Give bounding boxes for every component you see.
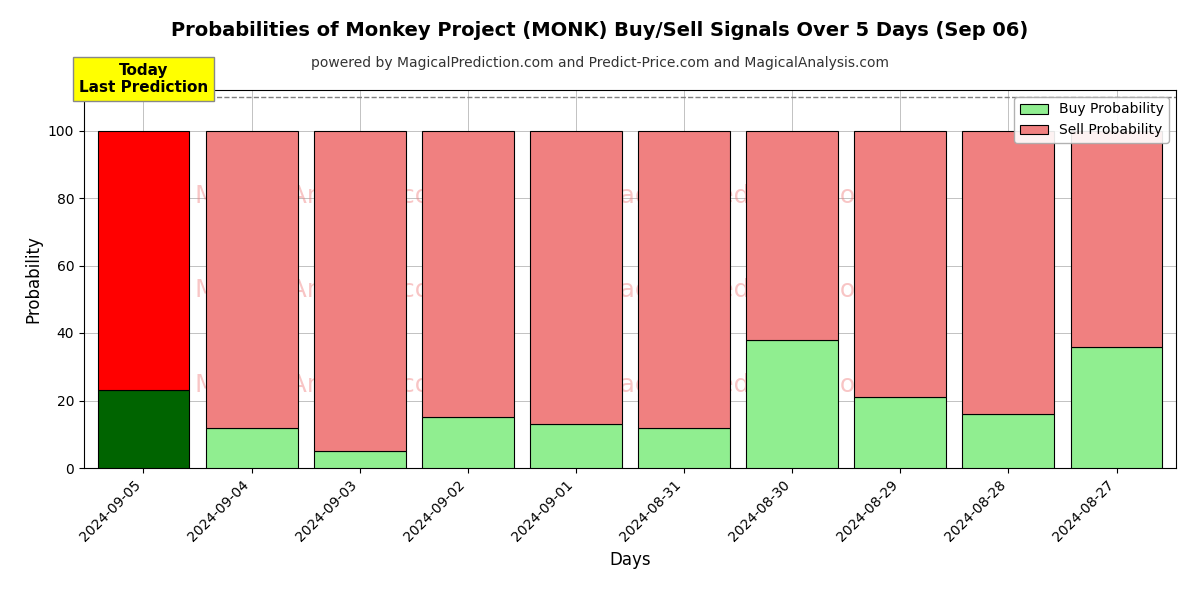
Text: MagicalPrediction.com: MagicalPrediction.com [599, 278, 880, 302]
Bar [1070, 130, 1163, 347]
Bar [422, 130, 514, 418]
Bar [746, 340, 838, 468]
Bar [205, 427, 298, 468]
Bar [638, 130, 730, 427]
Bar [962, 414, 1055, 468]
Y-axis label: Probability: Probability [24, 235, 42, 323]
Text: powered by MagicalPrediction.com and Predict-Price.com and MagicalAnalysis.com: powered by MagicalPrediction.com and Pre… [311, 56, 889, 70]
Bar [97, 391, 190, 468]
Bar [530, 130, 622, 424]
Bar [854, 130, 947, 397]
Bar [746, 130, 838, 340]
Bar [313, 130, 406, 451]
Text: MagicalAnalysis.com: MagicalAnalysis.com [194, 278, 455, 302]
Text: MagicalPrediction.com: MagicalPrediction.com [599, 184, 880, 208]
Text: MagicalAnalysis.com: MagicalAnalysis.com [194, 373, 455, 397]
Text: MagicalAnalysis.com: MagicalAnalysis.com [194, 184, 455, 208]
Bar [962, 130, 1055, 414]
Text: Probabilities of Monkey Project (MONK) Buy/Sell Signals Over 5 Days (Sep 06): Probabilities of Monkey Project (MONK) B… [172, 20, 1028, 40]
X-axis label: Days: Days [610, 551, 650, 569]
Text: Today
Last Prediction: Today Last Prediction [79, 62, 208, 95]
Bar [313, 451, 406, 468]
Bar [205, 130, 298, 427]
Legend: Buy Probability, Sell Probability: Buy Probability, Sell Probability [1014, 97, 1169, 143]
Bar [422, 418, 514, 468]
Text: MagicalPrediction.com: MagicalPrediction.com [599, 373, 880, 397]
Bar [1070, 347, 1163, 468]
Bar [97, 130, 190, 391]
Bar [530, 424, 622, 468]
Bar [854, 397, 947, 468]
Bar [638, 427, 730, 468]
